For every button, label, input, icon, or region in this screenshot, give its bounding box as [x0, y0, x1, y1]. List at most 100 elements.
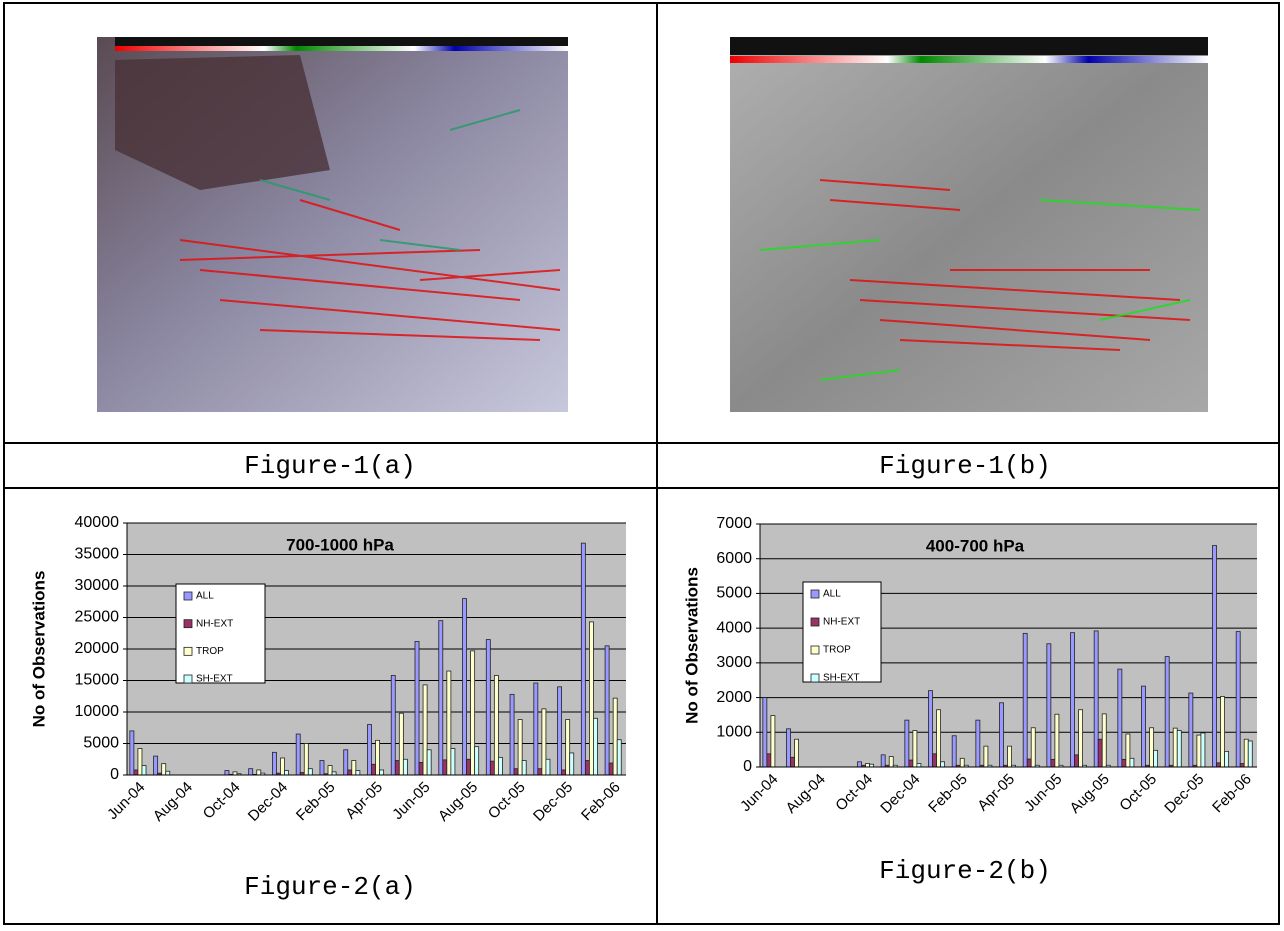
bar	[166, 771, 170, 775]
y-tick-label: 4000	[716, 619, 752, 636]
bar	[162, 764, 166, 775]
bar	[1197, 735, 1201, 767]
y-tick-label: 25000	[75, 609, 120, 626]
bar	[138, 749, 142, 775]
bar	[1075, 755, 1079, 767]
x-tick-label: Feb-06	[1209, 771, 1255, 817]
y-tick-label: 15000	[75, 672, 120, 689]
x-tick-label: Feb-05	[293, 779, 339, 825]
bar	[771, 716, 775, 767]
bar	[427, 750, 431, 775]
bar	[1177, 731, 1181, 767]
bar	[593, 718, 597, 775]
caption: Figure-2(b)	[879, 856, 1051, 886]
bar	[1126, 734, 1130, 767]
bar	[304, 744, 308, 776]
bar	[475, 747, 479, 775]
x-tick-label: Feb-06	[578, 779, 624, 825]
legend-swatch	[184, 675, 192, 683]
bar	[1236, 632, 1240, 767]
bar	[423, 685, 427, 775]
bar	[510, 694, 514, 775]
y-tick-label: 30000	[75, 577, 120, 594]
x-tick-label: Apr-05	[974, 771, 1018, 815]
y-tick-label: 0	[110, 766, 119, 783]
bar	[1248, 741, 1252, 767]
bar	[403, 759, 407, 775]
bar	[546, 759, 550, 775]
caption: Figure-2(a)	[244, 872, 416, 902]
satellite-image-b	[730, 37, 1208, 412]
y-tick-label: 35000	[75, 546, 120, 563]
x-tick-label: Jun-05	[1021, 771, 1065, 815]
y-tick-label: 20000	[75, 640, 120, 657]
bar	[609, 763, 613, 775]
bar	[1051, 759, 1055, 767]
bar	[952, 736, 956, 767]
bar	[494, 675, 498, 775]
bar	[589, 622, 593, 775]
bar	[1000, 703, 1004, 767]
bar	[1221, 697, 1225, 767]
page: Figure-1(a) Figure-1(b) Figure-2(a) Figu…	[0, 0, 1284, 926]
x-tick-label: Dec-04	[877, 771, 923, 817]
bar	[486, 640, 490, 775]
bar	[320, 761, 324, 775]
bar	[348, 770, 352, 775]
bar	[933, 754, 937, 767]
x-tick-label: Jun-05	[389, 779, 433, 823]
bar	[490, 761, 494, 775]
bar	[605, 646, 609, 775]
x-tick-label: Oct-05	[485, 779, 529, 823]
bar	[1165, 657, 1169, 767]
bar	[617, 740, 621, 775]
bar	[344, 750, 348, 775]
caption: Figure-1(b)	[879, 451, 1051, 481]
x-tick-label: Oct-05	[1116, 771, 1160, 815]
bar	[1027, 759, 1031, 767]
legend-label: ALL	[196, 591, 214, 602]
legend-swatch	[184, 647, 192, 655]
x-tick-label: Aug-05	[435, 779, 481, 825]
bar	[154, 756, 158, 775]
legend-swatch	[811, 618, 819, 626]
chart-title: 400-700 hPa	[926, 536, 1025, 555]
bar	[613, 698, 617, 775]
legend-label: NH-EXT	[823, 617, 860, 628]
bar	[787, 729, 791, 767]
bar	[296, 734, 300, 775]
bar	[257, 770, 261, 775]
bar	[929, 691, 933, 767]
bar	[1031, 728, 1035, 767]
bar	[380, 770, 384, 775]
bar	[1055, 714, 1059, 767]
bar	[1008, 746, 1012, 767]
legend-label: SH-EXT	[823, 673, 860, 684]
legend-label: NH-EXT	[196, 618, 233, 629]
bar	[562, 770, 566, 775]
bar	[570, 753, 574, 775]
bar	[881, 755, 885, 767]
bar	[585, 761, 589, 775]
bar	[439, 621, 443, 775]
bar	[134, 770, 138, 775]
legend-label: TROP	[823, 645, 851, 656]
bar	[542, 709, 546, 775]
bar	[1079, 710, 1083, 767]
bar	[463, 599, 467, 775]
bar	[372, 764, 376, 775]
bar	[1094, 631, 1098, 767]
bar	[976, 720, 980, 767]
bar	[518, 720, 522, 775]
x-tick-label: Aug-05	[1067, 771, 1113, 817]
bar	[1142, 686, 1146, 767]
bar	[367, 725, 371, 775]
x-tick-label: Dec-04	[245, 779, 291, 825]
bar	[1244, 739, 1248, 767]
bar	[1071, 633, 1075, 767]
bar	[1213, 546, 1217, 767]
bar	[395, 761, 399, 775]
bar	[1122, 759, 1126, 767]
bar	[1118, 669, 1122, 767]
bar	[558, 687, 562, 775]
